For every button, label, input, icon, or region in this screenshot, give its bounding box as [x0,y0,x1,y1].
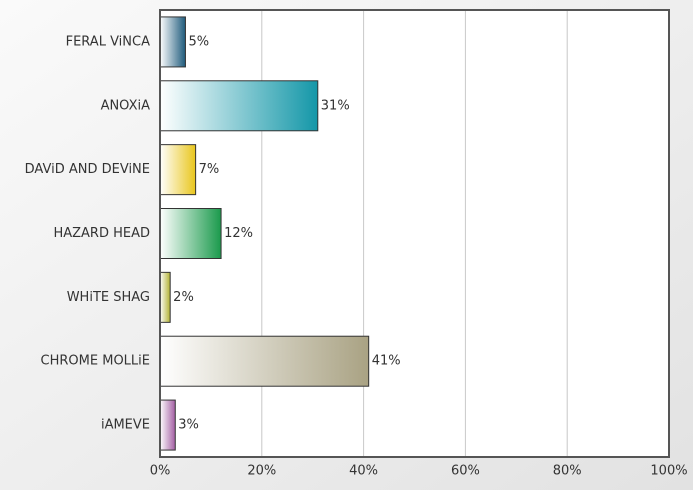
value-label: 3% [178,418,199,433]
y-tick-label: DAViD AND DEViNE [25,162,150,177]
value-label: 41% [372,354,401,369]
value-label: 2% [173,290,194,305]
y-tick-label: HAZARD HEAD [53,226,150,241]
y-tick-label: ANOXiA [101,98,151,113]
value-label: 31% [321,98,350,113]
bar [159,208,222,259]
y-tick-label: FERAL ViNCA [66,34,150,49]
x-tick-label: 0% [150,464,171,479]
value-label: 12% [224,226,253,241]
y-tick-label: CHROME MOLLiE [41,354,150,369]
x-tick-label: 60% [451,464,480,479]
bar [159,271,171,323]
bar [159,80,319,132]
plot-border [159,9,670,458]
y-tick-label: iAMEVE [101,418,150,433]
x-tick-label: 20% [247,464,276,479]
value-label: 5% [188,34,209,49]
x-tick-label: 40% [349,464,378,479]
x-tick-label: 80% [553,464,582,479]
bar [159,335,370,387]
bar [159,144,197,196]
value-label: 7% [199,162,220,177]
x-tick-label: 100% [650,464,687,479]
y-tick-label: WHiTE SHAG [67,290,150,305]
bar [159,16,186,68]
bar [159,399,176,451]
